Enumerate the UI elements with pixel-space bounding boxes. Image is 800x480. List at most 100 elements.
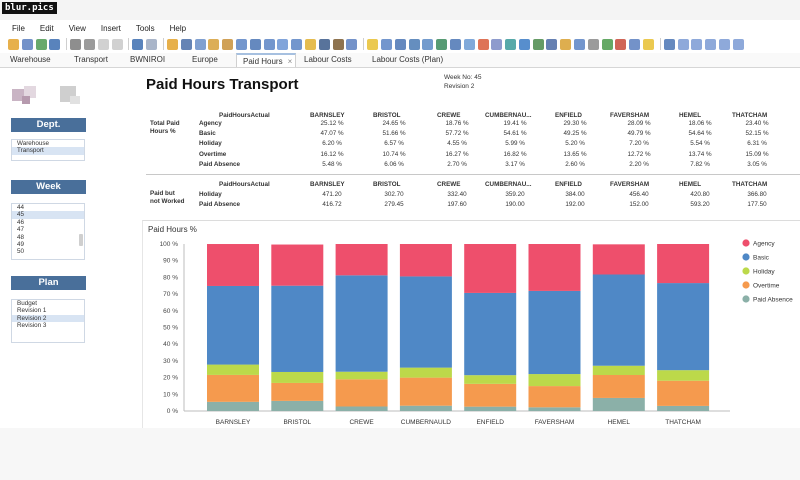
- bar-barnsley-paid-absence[interactable]: [207, 401, 259, 411]
- shape-icon[interactable]: [318, 38, 330, 50]
- bar-crewe-paid-absence[interactable]: [335, 406, 388, 411]
- bar-chart-icon[interactable]: [408, 38, 420, 50]
- bar-enfield-basic[interactable]: [464, 292, 517, 376]
- bar-thatcham-agency[interactable]: [657, 244, 710, 284]
- heatmap-icon[interactable]: [546, 38, 558, 50]
- highlight-icon[interactable]: [304, 38, 316, 50]
- plan-item-budget[interactable]: Budget: [17, 300, 37, 307]
- line-chart-icon[interactable]: [436, 38, 448, 50]
- sort-icon[interactable]: [208, 38, 220, 50]
- table-chart-icon[interactable]: [380, 38, 392, 50]
- print-preview-icon[interactable]: [83, 38, 95, 50]
- more-icon[interactable]: [346, 38, 358, 50]
- bar-barnsley-overtime[interactable]: [207, 374, 259, 402]
- bar-hemel-paid-absence[interactable]: [592, 397, 645, 411]
- layout-3-icon[interactable]: [705, 38, 717, 50]
- tab-close-icon[interactable]: ×: [287, 57, 293, 66]
- back-icon[interactable]: [166, 38, 178, 50]
- bar-cumbernauld-basic[interactable]: [399, 276, 452, 368]
- bar-enfield-holiday[interactable]: [464, 375, 517, 384]
- bar-bristol-holiday[interactable]: [271, 371, 324, 383]
- column-header-cumbernau[interactable]: CUMBERNAU...: [485, 181, 532, 188]
- tab-paid-hours[interactable]: Paid Hours ×: [236, 53, 296, 67]
- week-scrollbar[interactable]: [79, 234, 83, 246]
- color-icon[interactable]: [332, 38, 344, 50]
- menu-insert[interactable]: Insert: [100, 24, 121, 33]
- layout-2-icon[interactable]: [691, 38, 703, 50]
- area-chart-icon[interactable]: [463, 38, 475, 50]
- plan-listbox[interactable]: Budget Revision 1 Revision 2 Revision 3: [11, 299, 85, 343]
- bar-thatcham-basic[interactable]: [657, 283, 710, 371]
- column-header-enfield[interactable]: ENFIELD: [555, 112, 582, 119]
- layout-4-icon[interactable]: [719, 38, 731, 50]
- bar-faversham-paid-absence[interactable]: [528, 407, 581, 411]
- insert-icon[interactable]: [615, 38, 627, 50]
- bar-hemel-agency[interactable]: [592, 244, 645, 275]
- sort-options-icon[interactable]: [222, 38, 234, 50]
- tab-labour-costs-plan[interactable]: Labour Costs (Plan): [366, 53, 450, 67]
- list-icon[interactable]: [249, 38, 261, 50]
- bar-bristol-agency[interactable]: [271, 244, 324, 286]
- grid-icon[interactable]: [277, 38, 289, 50]
- column-header-thatcham[interactable]: THATCHAM: [732, 112, 768, 119]
- dept-item-transport[interactable]: Transport: [12, 147, 84, 155]
- options-icon[interactable]: [663, 38, 675, 50]
- plan-item-revision-2[interactable]: Revision 2: [12, 314, 84, 323]
- column-header-faversham[interactable]: FAVERSHAM: [610, 181, 650, 188]
- table-icon[interactable]: [263, 38, 275, 50]
- bar-enfield-paid-absence[interactable]: [464, 406, 517, 411]
- week-item-44[interactable]: 44: [17, 204, 25, 211]
- bar-faversham-holiday[interactable]: [528, 374, 581, 387]
- column-header-barnsley[interactable]: BARNSLEY: [310, 112, 345, 119]
- plan-item-revision-1[interactable]: Revision 1: [17, 307, 47, 315]
- bar-cumbernauld-holiday[interactable]: [399, 367, 452, 378]
- column-header-bristol[interactable]: BRISTOL: [373, 112, 401, 119]
- week-item-45[interactable]: 45: [12, 211, 84, 219]
- text-icon[interactable]: [587, 38, 599, 50]
- tab-labour-costs[interactable]: Labour Costs: [298, 53, 364, 67]
- print-icon[interactable]: [70, 38, 82, 50]
- open-folder-icon[interactable]: [8, 38, 19, 50]
- bar-hemel-basic[interactable]: [592, 274, 645, 366]
- bar-barnsley-basic[interactable]: [207, 285, 259, 365]
- bar-crewe-holiday[interactable]: [335, 371, 388, 380]
- lightbulb-icon[interactable]: [367, 38, 379, 50]
- redo-icon[interactable]: [146, 38, 158, 50]
- bar-faversham-basic[interactable]: [528, 290, 581, 375]
- bar-hemel-overtime[interactable]: [592, 374, 645, 398]
- dept-listbox[interactable]: Warehouse Transport: [11, 139, 85, 161]
- tab-transport[interactable]: Transport: [68, 53, 120, 67]
- column-header-faversham[interactable]: FAVERSHAM: [610, 112, 650, 119]
- week-item-49[interactable]: 49: [17, 240, 25, 248]
- menu-view[interactable]: View: [68, 24, 86, 33]
- week-item-47[interactable]: 47: [17, 226, 25, 234]
- filter-icon[interactable]: [180, 38, 192, 50]
- scatter-icon[interactable]: [491, 38, 503, 50]
- bar-faversham-overtime[interactable]: [528, 386, 581, 408]
- bar-bristol-overtime[interactable]: [271, 382, 324, 401]
- plan-item-revision-3[interactable]: Revision 3: [17, 322, 47, 330]
- crosstab-icon[interactable]: [394, 38, 406, 50]
- column-header-barnsley[interactable]: BARNSLEY: [310, 181, 345, 188]
- dept-item-warehouse[interactable]: Warehouse: [17, 140, 49, 147]
- bar-thatcham-holiday[interactable]: [657, 370, 710, 381]
- bar-crewe-overtime[interactable]: [335, 379, 388, 407]
- filter-options-icon[interactable]: [194, 38, 206, 50]
- bar-hemel-holiday[interactable]: [592, 365, 645, 375]
- column-header-enfield[interactable]: ENFIELD: [555, 181, 582, 188]
- week-listbox[interactable]: 44 45 46 47 48 49 50: [11, 203, 85, 260]
- open-icon[interactable]: [21, 38, 33, 50]
- summary-icon[interactable]: [574, 38, 586, 50]
- menu-help[interactable]: Help: [169, 24, 187, 33]
- bar-thatcham-overtime[interactable]: [657, 380, 710, 406]
- bar-cumbernauld-overtime[interactable]: [399, 377, 452, 406]
- column-header-hemel[interactable]: HEMEL: [679, 181, 702, 188]
- save-icon[interactable]: [49, 38, 61, 50]
- undo-icon[interactable]: [132, 38, 144, 50]
- tab-europe[interactable]: Europe: [186, 53, 232, 67]
- refresh-icon[interactable]: [35, 38, 47, 50]
- week-item-46[interactable]: 46: [17, 218, 25, 226]
- rows-icon[interactable]: [291, 38, 303, 50]
- globe-icon[interactable]: [518, 38, 530, 50]
- chart-wizard-icon[interactable]: [629, 38, 641, 50]
